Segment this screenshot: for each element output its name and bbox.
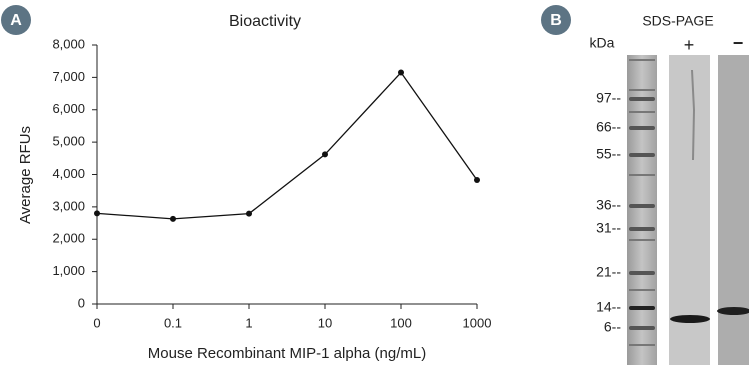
ladder-band [629, 227, 655, 231]
data-point [94, 210, 100, 216]
marker-label: 66-- [596, 119, 621, 135]
ladder-band [629, 306, 655, 310]
ladder-lane [627, 55, 657, 365]
y-axis-label: Average RFUs [17, 126, 34, 224]
ladder-band [629, 97, 655, 101]
gel-unit: kDa [590, 35, 615, 51]
ladder-band [629, 89, 655, 91]
lane-label: − [733, 33, 744, 53]
panel-label: B [550, 12, 562, 29]
data-point [246, 211, 252, 217]
chart-title: Bioactivity [229, 13, 301, 30]
gel-title: SDS-PAGE [642, 13, 713, 29]
panel-label: A [10, 12, 22, 29]
data-point [170, 216, 176, 222]
ladder-band [629, 59, 655, 61]
ladder-band [629, 344, 655, 346]
y-tick-label: 8,000 [52, 36, 85, 51]
x-axis-label: Mouse Recombinant MIP-1 alpha (ng/mL) [148, 345, 426, 362]
y-tick-label: 0 [78, 295, 85, 310]
x-tick-label: 10 [318, 315, 332, 330]
y-tick-label: 5,000 [52, 134, 85, 149]
marker-label: 55-- [596, 146, 621, 162]
page: A B Bioactivity Mouse Recombinant MIP-1 … [0, 0, 749, 365]
gel-lane [718, 55, 749, 365]
ladder-band [629, 326, 655, 330]
ladder-band [629, 271, 655, 275]
protein-band [670, 315, 710, 323]
marker-label: 14-- [596, 299, 621, 315]
x-tick-label: 0 [93, 315, 100, 330]
marker-label: 31-- [596, 220, 621, 236]
y-tick-label: 3,000 [52, 198, 85, 213]
marker-label: 21-- [596, 264, 621, 280]
data-point [398, 70, 404, 76]
y-tick-label: 7,000 [52, 69, 85, 84]
marker-label: 97-- [596, 90, 621, 106]
marker-label: 6-- [604, 319, 621, 335]
ladder-band [629, 289, 655, 291]
marker-label: 36-- [596, 197, 621, 213]
x-tick-label: 1000 [463, 315, 492, 330]
x-tick-label: 1 [245, 315, 252, 330]
ladder-band [629, 204, 655, 208]
y-tick-label: 1,000 [52, 263, 85, 278]
y-tick-label: 4,000 [52, 166, 85, 181]
ladder-band [629, 153, 655, 157]
ladder-band [629, 126, 655, 130]
series-line [97, 73, 477, 219]
lane-label: + [684, 35, 695, 55]
ladder-band [629, 239, 655, 241]
data-point [474, 177, 480, 183]
x-tick-label: 0.1 [164, 315, 182, 330]
ladder-band [629, 111, 655, 113]
figure: A B Bioactivity Mouse Recombinant MIP-1 … [0, 0, 749, 365]
y-tick-label: 2,000 [52, 231, 85, 246]
y-tick-label: 6,000 [52, 101, 85, 116]
data-point [322, 151, 328, 157]
x-tick-label: 100 [390, 315, 412, 330]
ladder-band [629, 174, 655, 176]
